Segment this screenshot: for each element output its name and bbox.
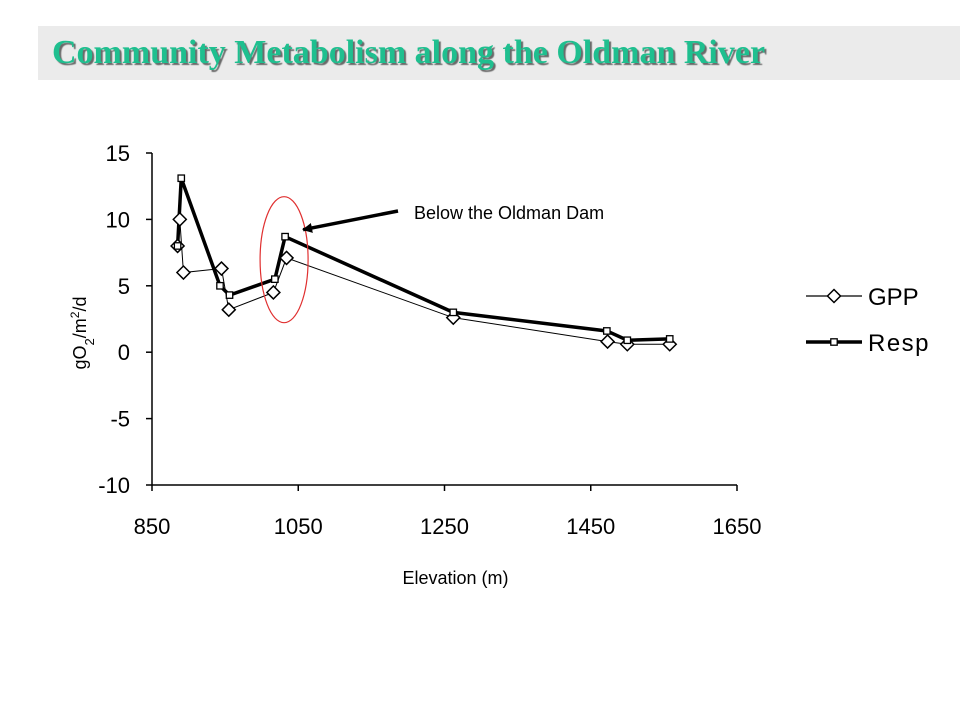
page-title: Community Metabolism along the Oldman Ri… (52, 34, 766, 71)
data-point-resp (177, 174, 186, 183)
data-point-resp (173, 242, 182, 250)
data-point-gpp (600, 334, 616, 350)
data-point-resp (623, 336, 632, 345)
data-point-gpp (213, 260, 230, 277)
data-point-gpp (175, 264, 192, 281)
y-axis-title: gO2/m2/d (68, 297, 97, 370)
title-bar: Community Metabolism along the Oldman Ri… (38, 26, 960, 80)
x-tick-label: 850 (134, 514, 171, 539)
legend: GPP Resp (806, 284, 930, 357)
data-point-resp (216, 281, 224, 290)
legend-label-gpp: GPP (868, 284, 919, 311)
annotation-label: Below the Oldman Dam (414, 203, 604, 223)
y-tick-label: -5 (110, 407, 130, 432)
y-tick-label: -10 (98, 473, 130, 498)
y-tick-label: 15 (106, 141, 130, 166)
x-tick-label: 1450 (566, 514, 615, 539)
data-point-gpp (221, 302, 237, 318)
legend-label-resp: Resp (868, 330, 930, 357)
x-tick-label: 1250 (420, 514, 469, 539)
data-point-resp (225, 291, 234, 299)
markers-resp (173, 174, 674, 345)
annotation-layer: Below the Oldman Dam (259, 196, 604, 324)
x-tick-label: 1050 (274, 514, 323, 539)
data-point-gpp (278, 250, 295, 266)
data-point-resp (270, 275, 279, 284)
y-axis-title-text: gO2/m2/d (68, 297, 97, 370)
data-point-resp (602, 327, 611, 335)
legend-marker-resp (830, 338, 838, 346)
x-tick-label: 1650 (713, 514, 762, 539)
highlight-ellipse (259, 196, 309, 324)
series-line-gpp (177, 219, 670, 345)
y-tick-label: 0 (118, 340, 130, 365)
y-tick-label: 5 (118, 274, 130, 299)
data-point-resp (449, 308, 458, 317)
data-point-gpp (172, 211, 188, 227)
series-gpp (177, 219, 670, 345)
data-point-resp (665, 335, 674, 343)
legend-marker-gpp (826, 288, 842, 304)
annotation-arrow (302, 209, 399, 233)
series-layer (170, 174, 678, 352)
data-point-gpp (265, 284, 281, 301)
data-point-resp (281, 232, 289, 241)
y-tick-label: 10 (106, 207, 130, 232)
x-axis-title: Elevation (m) (402, 568, 508, 588)
